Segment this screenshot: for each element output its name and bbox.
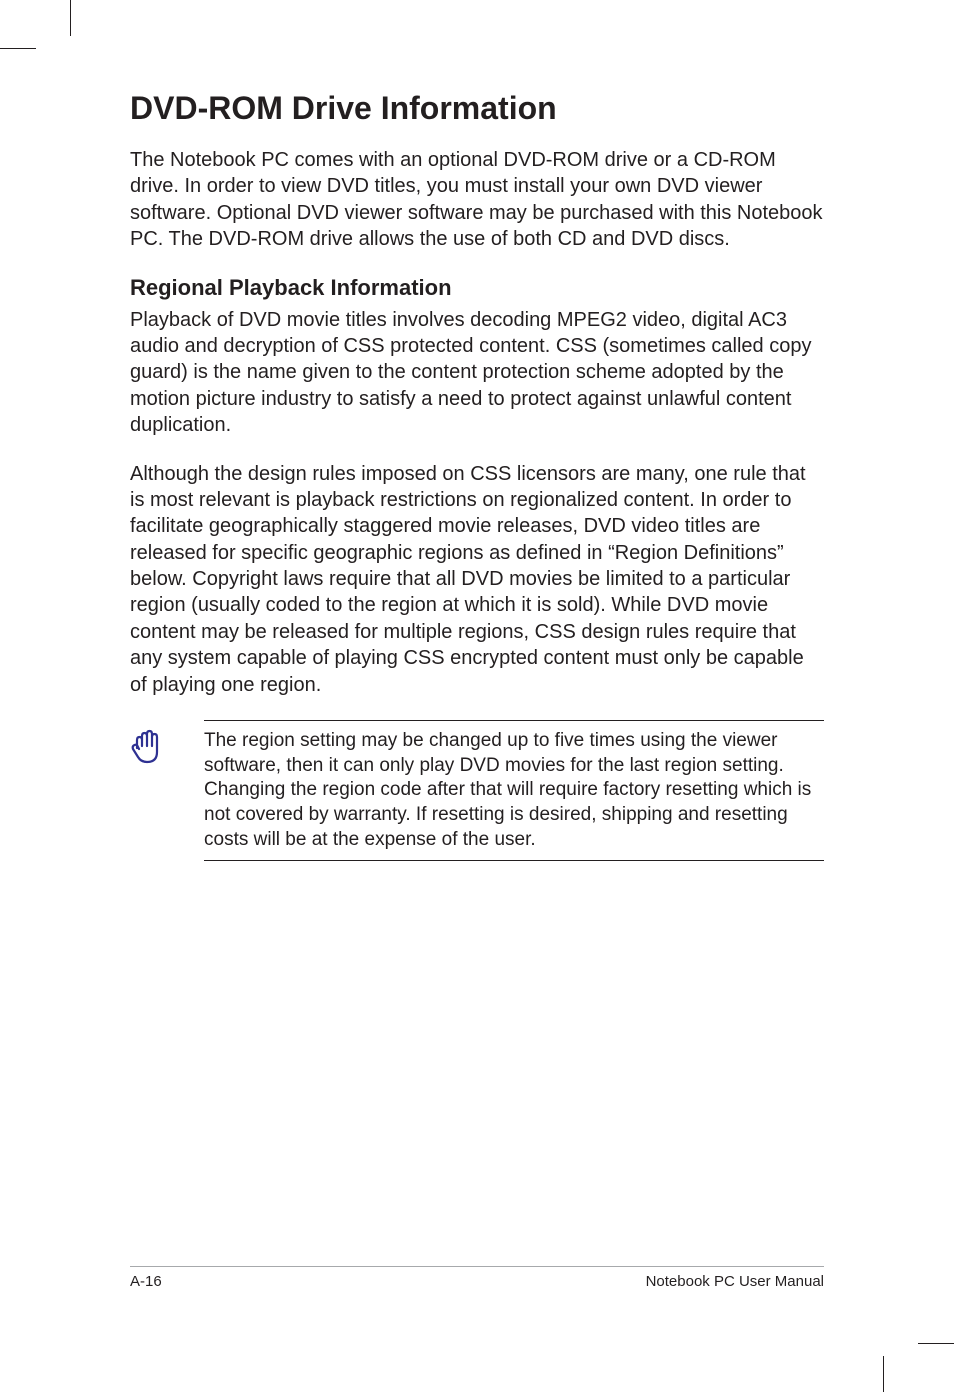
note-rule-bottom — [204, 860, 824, 861]
crop-mark — [918, 1343, 954, 1344]
crop-mark — [883, 1356, 884, 1392]
crop-mark — [70, 0, 71, 36]
note-block: The region setting may be changed up to … — [130, 720, 824, 861]
note-text: The region setting may be changed up to … — [204, 729, 824, 852]
page-title: DVD-ROM Drive Information — [130, 90, 824, 127]
page-footer: A-16 Notebook PC User Manual — [130, 1266, 824, 1290]
body-paragraph-2: Although the design rules imposed on CSS… — [130, 461, 824, 699]
crop-mark — [0, 48, 36, 49]
section-heading: Regional Playback Information — [130, 275, 824, 301]
document-title: Notebook PC User Manual — [646, 1273, 824, 1290]
note-body: The region setting may be changed up to … — [180, 720, 824, 861]
page-number: A-16 — [130, 1273, 162, 1290]
hand-stop-icon — [130, 720, 180, 773]
body-paragraph-1: Playback of DVD movie titles involves de… — [130, 307, 824, 439]
note-rule-top — [204, 720, 824, 721]
footer-rule — [130, 1266, 824, 1267]
intro-paragraph: The Notebook PC comes with an optional D… — [130, 147, 824, 253]
page-content: DVD-ROM Drive Information The Notebook P… — [130, 90, 824, 861]
